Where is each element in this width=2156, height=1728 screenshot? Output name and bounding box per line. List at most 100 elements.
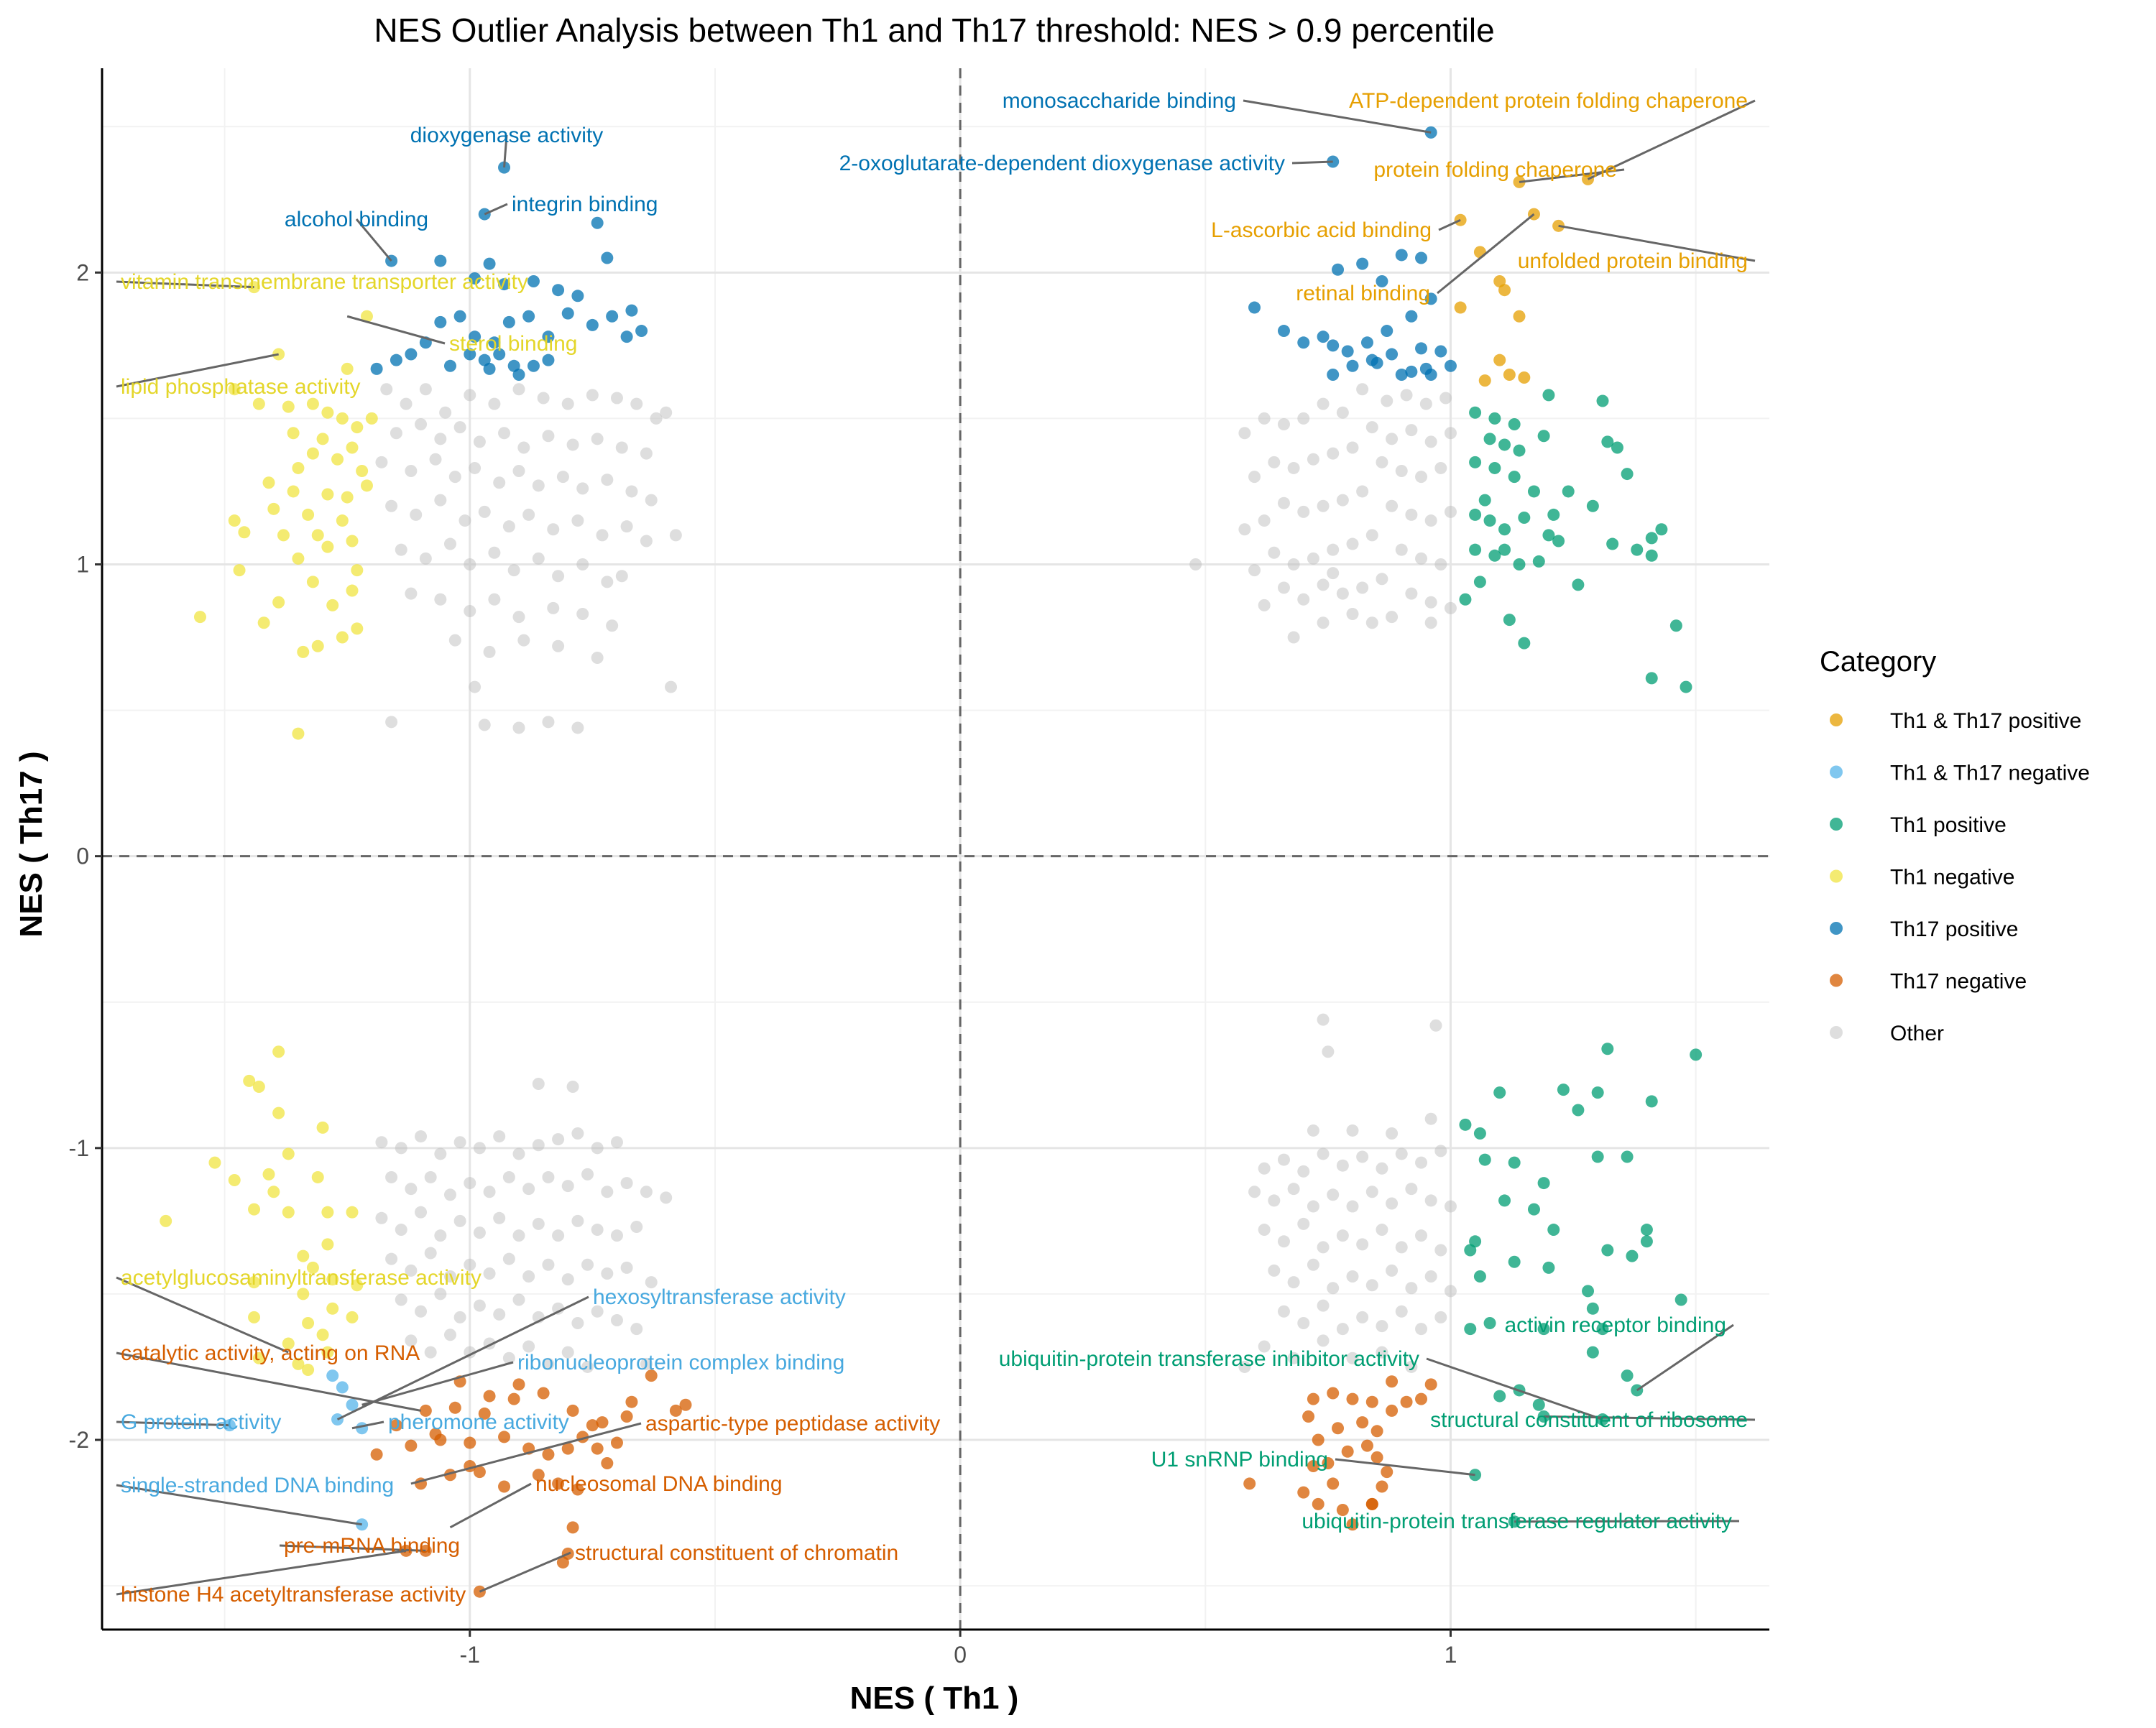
data-point <box>1562 485 1575 498</box>
data-point <box>1473 1127 1486 1140</box>
annotation-leader <box>1437 213 1535 295</box>
data-point <box>238 526 251 539</box>
data-point <box>493 1130 506 1143</box>
data-point <box>1405 1183 1418 1196</box>
data-point <box>542 1258 555 1271</box>
data-point <box>1297 505 1310 518</box>
data-point <box>1307 1392 1319 1405</box>
data-point <box>591 1442 604 1455</box>
data-point <box>1238 523 1251 536</box>
annotation-leader <box>479 1551 571 1593</box>
data-point <box>1640 1235 1653 1248</box>
data-point <box>1405 587 1418 600</box>
data-point <box>512 1378 525 1391</box>
legend-label: Th17 negative <box>1890 970 2027 994</box>
data-point <box>1552 535 1565 547</box>
annotation-label: single-stranded DNA binding <box>121 1474 394 1497</box>
data-point <box>405 1183 418 1196</box>
data-point <box>385 499 398 512</box>
data-point <box>483 362 496 375</box>
data-point <box>1434 1244 1447 1257</box>
annotation-label: structural constituent of chromatin <box>575 1541 898 1565</box>
data-point <box>1405 424 1418 437</box>
data-point <box>1415 342 1428 355</box>
data-point <box>581 1168 594 1181</box>
data-point <box>1503 614 1516 627</box>
data-point <box>1287 631 1300 644</box>
data-point <box>556 1556 569 1569</box>
data-point <box>591 1305 604 1318</box>
annotation-label: retinal binding <box>1296 282 1430 305</box>
data-point <box>375 1211 388 1224</box>
data-point <box>1287 1352 1300 1364</box>
data-point <box>532 1139 545 1152</box>
data-point <box>302 1364 315 1377</box>
data-point <box>1317 1299 1330 1312</box>
data-point <box>287 427 300 440</box>
data-point <box>346 441 359 454</box>
annotation-leader <box>1587 99 1756 180</box>
data-point <box>512 368 525 381</box>
data-point <box>1365 529 1378 542</box>
data-point <box>1317 1334 1330 1347</box>
data-point <box>473 1466 486 1479</box>
data-point <box>1287 461 1300 474</box>
data-point <box>1464 1323 1477 1336</box>
data-point <box>469 331 482 343</box>
data-point <box>1532 555 1545 568</box>
data-point <box>346 535 359 547</box>
data-point <box>498 1431 511 1443</box>
data-point <box>292 461 305 474</box>
data-point <box>1376 1224 1388 1237</box>
x-axis-title: NES ( Th1 ) <box>850 1681 1019 1716</box>
data-point <box>405 348 418 361</box>
data-point <box>1297 1217 1310 1230</box>
data-point <box>1464 1244 1477 1257</box>
annotation-leader <box>346 315 446 345</box>
data-point <box>469 680 482 693</box>
data-point <box>1277 581 1290 594</box>
series-th1-negative <box>160 281 378 1377</box>
data-point <box>1601 1043 1614 1055</box>
data-point <box>321 1346 334 1359</box>
data-point <box>1459 1118 1472 1131</box>
data-point <box>395 1293 407 1306</box>
data-point <box>571 514 584 527</box>
data-point <box>1405 1282 1418 1295</box>
data-point <box>1542 529 1555 542</box>
data-point <box>493 476 506 489</box>
data-point <box>302 1317 315 1330</box>
data-point <box>292 552 305 565</box>
data-point <box>306 1261 319 1274</box>
data-point <box>512 1229 525 1242</box>
data-point <box>1322 1045 1335 1058</box>
data-point <box>620 1410 633 1423</box>
data-point <box>1258 1162 1271 1175</box>
data-point <box>522 1183 535 1196</box>
data-point <box>306 397 319 410</box>
data-point <box>1317 616 1330 629</box>
data-point <box>262 1168 275 1181</box>
data-point <box>1277 1305 1290 1318</box>
data-point <box>601 473 614 486</box>
data-point <box>1424 368 1437 381</box>
data-point <box>346 1398 359 1411</box>
series-other <box>375 383 1457 1373</box>
data-point <box>1434 558 1447 570</box>
annotation-leader <box>1426 1357 1603 1420</box>
data-point <box>1586 499 1599 512</box>
data-point <box>502 1170 515 1183</box>
data-point <box>443 1329 456 1341</box>
data-point <box>591 1224 604 1237</box>
data-point <box>453 1311 466 1323</box>
data-point <box>1631 543 1644 556</box>
legend-label: Th1 & Th17 negative <box>1890 762 2090 785</box>
data-point <box>1356 1150 1369 1163</box>
annotation-label: acetylglucosaminyltransferase activity <box>121 1266 482 1290</box>
data-point <box>321 406 334 419</box>
data-point <box>1376 1320 1388 1333</box>
data-point <box>228 514 241 527</box>
data-point <box>1376 1480 1388 1493</box>
data-point <box>1356 485 1369 498</box>
